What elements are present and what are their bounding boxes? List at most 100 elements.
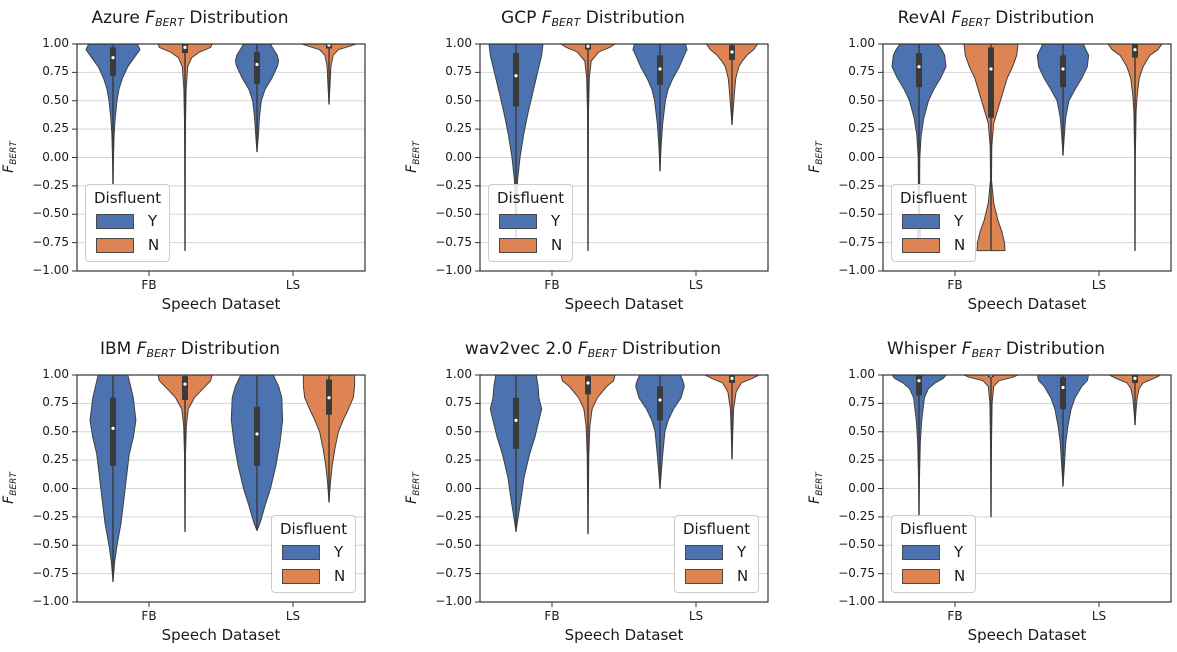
legend-title: Disfluent [497, 189, 565, 207]
y-axis-label: FBERT [0, 471, 19, 504]
legend-swatch [499, 213, 537, 229]
violin-iqr-box [110, 397, 116, 466]
chart-panel: GCP FBERT Distribution 1.00 0.75 0.50 0.25 0.… [403, 0, 783, 320]
y-tick-label: −1.00 [435, 263, 472, 277]
legend-swatch [96, 237, 134, 253]
y-tick-label: −0.50 [435, 206, 472, 221]
legend-item-y: Y [900, 540, 967, 564]
legend-label: N [737, 567, 749, 585]
y-tick-label: 0.25 [42, 452, 69, 467]
chart-title: Whisper FBERT Distribution [806, 339, 1177, 360]
legend-item-y: Y [94, 209, 161, 233]
y-tick-label: 0.25 [848, 121, 875, 136]
y-axis-label: FBERT [806, 140, 825, 173]
legend-title: Disfluent [900, 520, 968, 538]
violin-median [255, 432, 259, 436]
violin-median [111, 56, 115, 60]
y-tick-label: −1.00 [32, 594, 69, 608]
chart-title-prefix: IBM [100, 339, 137, 359]
violin-median [1133, 376, 1137, 381]
legend-label: N [954, 567, 966, 585]
chart-title: wav2vec 2.0 FBERT Distribution [403, 339, 783, 360]
legend-swatch [902, 237, 940, 253]
legend-title: Disfluent [94, 189, 162, 207]
legend-title: Disfluent [683, 520, 751, 538]
chart-title: IBM FBERT Distribution [0, 339, 380, 360]
chart-title-prefix: wav2vec 2.0 [464, 339, 578, 359]
x-tick-label: FB [141, 609, 157, 623]
y-tick-label: −1.00 [435, 594, 472, 608]
chart-title-suffix: Distribution [175, 339, 280, 359]
plot-frame [76, 374, 366, 603]
violin-median [730, 376, 734, 381]
y-tick-label: 0.25 [42, 121, 69, 136]
violin-median [1061, 67, 1065, 71]
y-tick-label: 0.25 [848, 452, 875, 467]
x-tick-label: LS [285, 278, 301, 292]
x-axis-label: Speech Dataset [967, 626, 1087, 644]
violin-median [989, 67, 993, 71]
legend-label: Y [334, 543, 344, 561]
plot-frame [479, 43, 769, 272]
y-tick-label: 0.00 [445, 149, 472, 164]
violin-iqr-box [254, 51, 260, 84]
x-axis-label: Speech Dataset [161, 626, 281, 644]
chart-title-prefix: RevAI [897, 8, 952, 28]
y-tick-label: −0.25 [435, 508, 472, 523]
violin-iqr-box [182, 376, 188, 400]
violin-iqr-box [585, 376, 591, 395]
y-tick-label: −0.50 [435, 537, 472, 552]
legend: Disfluent Y N [271, 515, 357, 593]
plot-frame [882, 43, 1172, 272]
y-tick-label: 0.00 [445, 480, 472, 495]
violin-median [586, 381, 590, 385]
violin-median [658, 398, 662, 402]
y-tick-label: 0.00 [848, 149, 875, 164]
y-tick-label: 1.00 [42, 36, 69, 50]
chart-panel: Azure FBERT Distribution 1.00 0.75 0.50 0.25… [0, 0, 380, 320]
chart-panel: wav2vec 2.0 FBERT Distribution 1.00 0.75 0.… [403, 331, 783, 651]
chart-title-suffix: Distribution [580, 8, 685, 28]
y-tick-label: −1.00 [838, 263, 875, 277]
y-tick-label: 1.00 [848, 367, 875, 381]
legend-swatch [902, 568, 940, 584]
legend-label: Y [148, 212, 158, 230]
plot-frame [479, 374, 769, 603]
y-tick-label: 0.75 [848, 395, 875, 410]
y-tick-label: −0.50 [32, 206, 69, 221]
chart-title-metric-sub: BERT [960, 16, 990, 29]
legend: Disfluent Y N [488, 184, 574, 262]
chart-title-metric-sub: BERT [587, 347, 617, 360]
y-tick-label: 0.25 [445, 121, 472, 136]
violin-iqr-box [110, 47, 116, 76]
y-tick-label: 0.75 [42, 64, 69, 79]
legend-label: Y [954, 543, 964, 561]
legend-label: Y [551, 212, 561, 230]
chart-title-prefix: Whisper [886, 339, 962, 359]
x-tick-label: LS [1091, 609, 1107, 623]
violin-median [1061, 385, 1065, 390]
y-tick-label: −0.50 [838, 537, 875, 552]
legend-swatch [902, 213, 940, 229]
x-tick-label: FB [141, 278, 157, 292]
y-tick-label: −0.75 [32, 234, 69, 249]
violin-iqr-box [916, 53, 922, 88]
chart-panel: Whisper FBERT Distribution 1.00 0.75 0.50 0.… [806, 331, 1177, 651]
y-axis-label: FBERT [806, 471, 825, 504]
y-tick-label: −0.25 [32, 508, 69, 523]
chart-panel: IBM FBERT Distribution 1.00 0.75 0.50 0.25 0.… [0, 331, 380, 651]
chart-title-suffix: Distribution [989, 8, 1095, 28]
violin-median [658, 67, 662, 71]
chart-title: RevAI FBERT Distribution [806, 8, 1177, 29]
violin-iqr-box [1060, 377, 1066, 410]
legend-item-y: Y [683, 540, 750, 564]
violin-iqr-box [254, 406, 260, 466]
y-tick-label: 0.50 [848, 92, 875, 107]
y-axis-label: FBERT [0, 140, 19, 173]
y-tick-label: −1.00 [32, 263, 69, 277]
y-tick-label: 1.00 [848, 36, 875, 50]
legend-label: N [551, 236, 563, 254]
y-tick-label: −0.75 [32, 565, 69, 580]
legend-label: N [148, 236, 160, 254]
chart-title: Azure FBERT Distribution [0, 8, 380, 29]
